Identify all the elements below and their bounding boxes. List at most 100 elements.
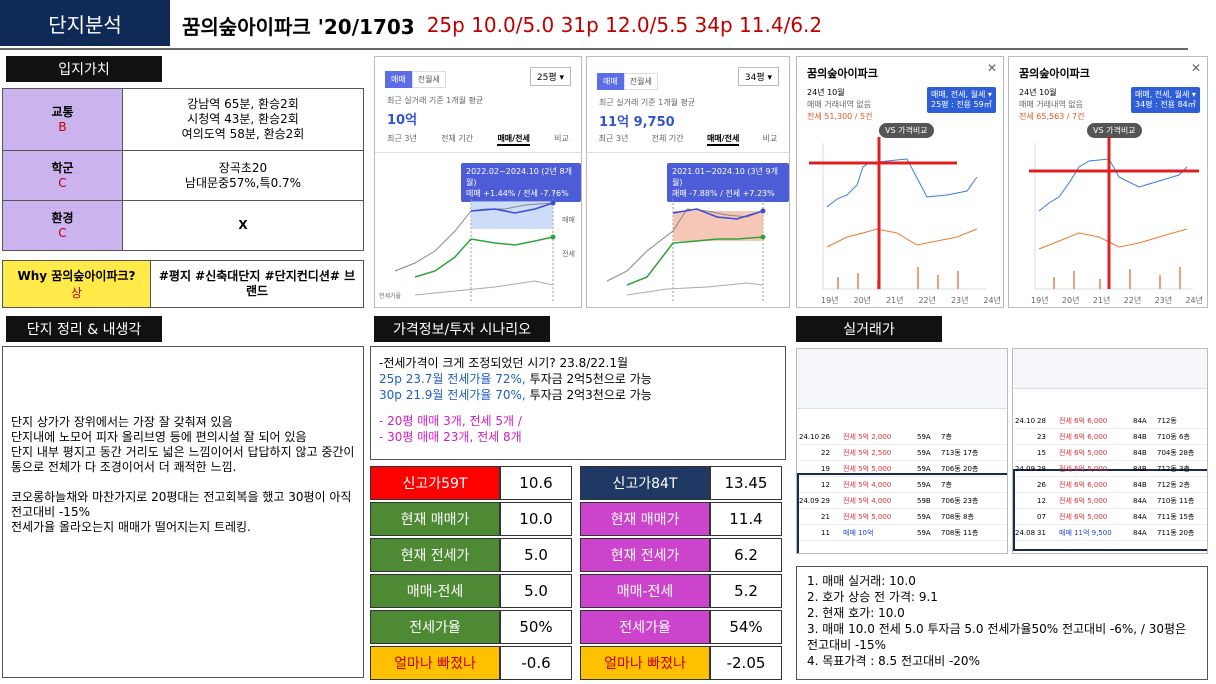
trade-cell: 전세 6억 5,000 — [1059, 496, 1108, 505]
trade-cell: 전세 5억 5,000 — [843, 464, 892, 473]
trade-cell: 매매 11억 9,500 — [1059, 528, 1112, 537]
section-complex-label: 단지 정리 & 내생각 — [6, 316, 162, 342]
tab-sale-rent[interactable]: 매매/전세 — [497, 133, 530, 146]
avg-caption: 최근 실거래 기준 1개월 평균 — [387, 96, 484, 105]
type-filter[interactable]: 매매, 전세, 월세 ▾ 34평 : 전용 84㎡ — [1131, 87, 1200, 113]
trade-cell: 전세 5억 2,500 — [843, 448, 892, 457]
trade-row: 11 매매 10억 59A 708동 11층 — [799, 525, 1007, 541]
trade-cell: 59A — [917, 480, 931, 489]
trade-cell: 712동 — [1157, 416, 1177, 425]
period-tabs: 최근 3년 전체 기간 매매/전세 비교 — [375, 133, 581, 153]
tab-compare[interactable]: 비교 — [554, 134, 569, 143]
price-label-left: 현재 매매가 — [370, 502, 500, 536]
page-title: 꿈의숲아이파크 '20/1703 25p 10.0/5.0 31p 12.0/5… — [182, 10, 822, 40]
close-icon[interactable]: ✕ — [986, 61, 997, 75]
note-line: 단지내에 노모어 피자 올리브영 등에 편의시설 잘 되어 있음 — [11, 430, 307, 444]
trade-cell: 23 — [1037, 432, 1046, 441]
compare-button[interactable]: VS 가격비교 — [879, 123, 934, 138]
close-icon[interactable]: ✕ — [1190, 61, 1201, 75]
school-value: 장곡초20 남대문중57%,특0.7% — [122, 150, 364, 201]
trade-cell: 21 — [821, 512, 830, 521]
price-value-left: 5.0 — [500, 574, 572, 608]
price-label-right: 현재 매매가 — [580, 502, 710, 536]
trade-row: 07 전세 6억 5,000 84A 711동 15층 — [1015, 509, 1207, 525]
size-select[interactable]: 25평 ▾ — [529, 67, 571, 86]
price-value-right: 11.4 — [710, 502, 782, 536]
trade-cell: 706동 20층 — [941, 464, 979, 473]
trade-list-34p: 24.10 28 전세 6억 6,000 84A 712동 23 전세 6억 6,000 84… — [1012, 348, 1208, 554]
trade-cell: 59A — [917, 432, 931, 441]
why-tags: #평지 #신축대단지 #단지컨디션# 브랜드 — [158, 269, 356, 298]
scenario-line: -전세가격이 크게 조정되었던 시기? 23.8/22.1월 — [379, 356, 629, 370]
size-prices: 25p 10.0/5.0 31p 12.0/5.5 34p 11.4/6.2 — [426, 13, 823, 37]
trade-cell: 706동 23층 — [941, 496, 979, 505]
page-tag: 단지분석 — [0, 0, 170, 46]
trade-cell: 24.09 — [799, 496, 820, 505]
trade-row: 24.09 29 전세 5억 4,000 59B 706동 23층 — [799, 493, 1007, 509]
trade-row: 24.10 26 전세 5억 2,000 59A 7층 — [799, 429, 1007, 445]
trade-cell: 84A — [1133, 416, 1147, 425]
price-value-right: -2.05 — [710, 646, 782, 680]
scenario-line: 25p 23.7월 전세가율 72%, 투자금 2억5천으로 가능 — [379, 372, 652, 386]
period-tabs: 최근 3년 전체 기간 매매/전세 비교 — [587, 133, 789, 153]
trade-cell: 59A — [917, 528, 931, 537]
scenario-line: - 20평 매매 3개, 전세 5개 / — [379, 414, 522, 428]
trend-chart — [1029, 137, 1199, 290]
trade-cell: 28 — [1037, 416, 1046, 425]
tab-rent[interactable]: 전월세 — [623, 73, 658, 90]
year-axis: 19년 20년 21년 22년 23년 24년 — [1031, 296, 1203, 305]
avg-caption: 최근 실거래 기준 1개월 평균 — [599, 98, 696, 107]
tab-compare[interactable]: 비교 — [762, 134, 778, 143]
type-filter[interactable]: 매매, 전세, 월세 ▾ 25평 : 전용 59㎡ — [927, 87, 996, 113]
trade-cell: 전세 6억 5,000 — [1059, 512, 1108, 521]
scenario-line: - 30평 매매 23개, 전세 8개 — [379, 430, 522, 444]
trade-cell: 84A — [1133, 496, 1147, 505]
price-label-left: 얼마나 빠졌나 — [370, 646, 500, 680]
realtrade-chart-34p: 꿈의숲아이파크 ✕ 24년 10월 매매 거래내역 없음 전세 65,563 /… — [1008, 56, 1208, 308]
scenario-line: 30p 21.9월 전세가율 70%, 투자금 2억3천으로 가능 — [379, 388, 652, 402]
tab-all[interactable]: 전체 기간 — [441, 134, 474, 143]
traffic-label: 교통 B — [2, 88, 123, 151]
tab-all[interactable]: 전체 기간 — [651, 134, 684, 143]
month-label: 24년 10월 — [1019, 88, 1057, 97]
trade-row: 24.10 28 전세 6억 6,000 84A 712동 — [1015, 413, 1207, 429]
tab-sale[interactable]: 매매 — [597, 73, 624, 90]
trade-cell: 84B — [1133, 432, 1147, 441]
legend-ratio: 전세가율 — [379, 293, 402, 300]
trade-cell: 07 — [1037, 512, 1046, 521]
trade-cell: 11 — [821, 528, 830, 537]
header-divider — [0, 48, 1188, 50]
size-select[interactable]: 34평 ▾ — [737, 67, 779, 86]
trade-cell: 12 — [821, 480, 830, 489]
tab-sale-rent[interactable]: 매매/전세 — [706, 133, 740, 146]
trade-row: 19 전세 5억 5,000 59A 706동 20층 — [799, 461, 1007, 477]
traffic-value: 강남역 65분, 환승2회 시청역 43분, 환승2회 여의도역 58분, 환승… — [122, 88, 364, 151]
legend-rent: 전세 — [562, 250, 575, 258]
trade-cell: 전세 6억 6,000 — [1059, 432, 1108, 441]
trade-summary: 1. 매매 실거래: 10.0 2. 호가 상승 전 가격: 9.1 2. 현재… — [796, 566, 1208, 680]
note-line: 단지 상가가 장위에서는 가장 잘 갖춰져 있음 — [11, 415, 233, 429]
trade-cell: 22 — [821, 448, 830, 457]
tab-rent[interactable]: 전월세 — [411, 71, 446, 88]
range-tooltip: 2021.01~2024.10 (3년 9개월) 매매 -7.88% / 전세 … — [667, 163, 789, 202]
trade-row: 12 전세 6억 5,000 84A 710동 11층 — [1015, 493, 1207, 509]
trade-cell: 29 — [821, 496, 830, 505]
trade-cell: 24.10 — [799, 432, 820, 441]
tab-sale[interactable]: 매매 — [385, 71, 412, 88]
trade-list-25p: 24.10 26 전세 5억 2,000 59A 7층 22 전세 5억 2,500 59A 7… — [796, 348, 1008, 554]
tab-3y[interactable]: 최근 3년 — [598, 134, 629, 143]
complex-title: 꿈의숲아이파크 — [807, 67, 878, 80]
compare-button[interactable]: VS 가격비교 — [1087, 123, 1142, 138]
complex-name: 꿈의숲아이파크 '20/1703 — [182, 14, 415, 39]
section-realtrade-label: 실거래가 — [796, 316, 942, 342]
notes-box: 단지 상가가 장위에서는 가장 잘 갖춰져 있음 단지내에 노모어 피자 올리브… — [2, 346, 364, 678]
trade-cell: 84B — [1133, 464, 1147, 473]
trade-cell: 24.10 — [1015, 416, 1036, 425]
trade-cell: 712동 3층 — [1157, 464, 1190, 473]
price-label-right: 신고가84T — [580, 466, 710, 500]
trade-row: 24.08 31 매매 11억 9,500 84A 711동 20층 — [1015, 525, 1207, 541]
trade-row: 23 전세 6억 6,000 84B 710동 6층 — [1015, 429, 1207, 445]
trade-cell: 26 — [821, 432, 830, 441]
tab-3y[interactable]: 최근 3년 — [387, 134, 417, 143]
trade-cell: 710동 6층 — [1157, 432, 1190, 441]
